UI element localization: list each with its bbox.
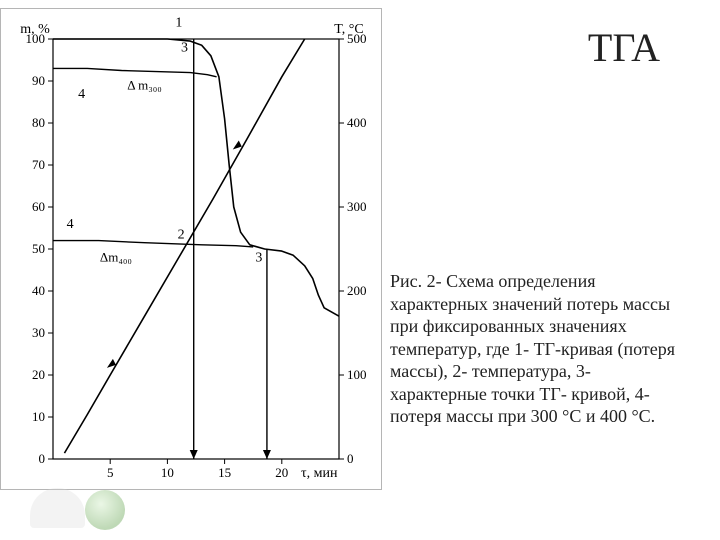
template-decoration: [30, 480, 140, 530]
svg-text:50: 50: [32, 241, 45, 256]
decor-shape-1: [30, 488, 85, 528]
svg-text:15: 15: [218, 465, 231, 480]
svg-text:T, °C: T, °C: [334, 22, 363, 37]
slide-page: ТГА Рис. 2- Схема определения характерны…: [0, 0, 720, 540]
svg-text:Δm₄₀₀: Δm₄₀₀: [100, 250, 132, 265]
svg-text:Δ m₃₀₀: Δ m₃₀₀: [127, 77, 162, 92]
svg-text:0: 0: [347, 451, 354, 466]
chart-container: 0102030405060708090100010020030040050051…: [0, 8, 382, 490]
svg-text:400: 400: [347, 115, 367, 130]
svg-text:4: 4: [78, 87, 85, 102]
svg-text:70: 70: [32, 157, 45, 172]
svg-text:200: 200: [347, 283, 367, 298]
page-title: ТГА: [588, 24, 660, 71]
svg-text:80: 80: [32, 115, 45, 130]
svg-text:300: 300: [347, 199, 367, 214]
svg-text:100: 100: [347, 367, 367, 382]
tga-chart: 0102030405060708090100010020030040050051…: [1, 9, 381, 489]
svg-text:m, %: m, %: [20, 22, 50, 37]
svg-text:τ, мин: τ, мин: [301, 466, 338, 481]
svg-text:3: 3: [181, 41, 188, 56]
svg-text:40: 40: [32, 283, 45, 298]
svg-text:10: 10: [32, 409, 45, 424]
svg-text:0: 0: [39, 451, 46, 466]
svg-text:20: 20: [32, 367, 45, 382]
figure-caption: Рис. 2- Схема определения характерных зн…: [390, 270, 690, 428]
decor-globe-icon: [85, 490, 125, 530]
svg-text:60: 60: [32, 199, 45, 214]
svg-text:4: 4: [67, 217, 74, 232]
svg-text:2: 2: [178, 228, 185, 243]
svg-text:3: 3: [255, 251, 262, 266]
svg-text:90: 90: [32, 73, 45, 88]
svg-text:5: 5: [107, 465, 114, 480]
svg-text:30: 30: [32, 325, 45, 340]
svg-text:10: 10: [161, 465, 174, 480]
svg-text:20: 20: [275, 465, 288, 480]
svg-text:1: 1: [175, 15, 182, 30]
